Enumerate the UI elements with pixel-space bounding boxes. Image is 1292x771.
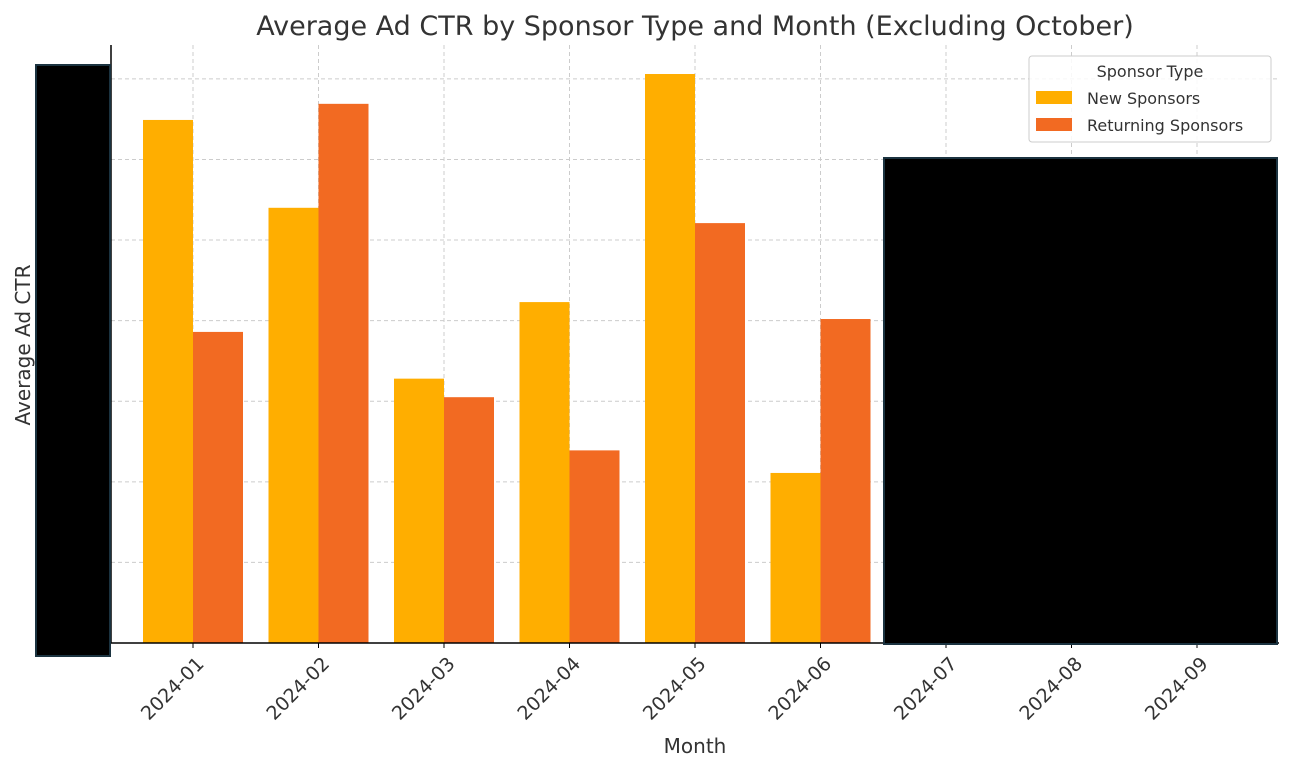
y-axis-label: Average Ad CTR [11,264,35,425]
bar-new-2024-05 [645,74,695,643]
x-tick-label: 2024-08 [1015,653,1087,725]
legend: Sponsor Type New Sponsors Returning Spon… [1028,55,1272,143]
bar-returning-2024-01 [193,331,243,643]
bar-returning-2024-06 [820,319,871,643]
redaction-box-late-months [883,157,1278,645]
legend-title: Sponsor Type [1097,62,1204,81]
x-tick-label: 2024-07 [890,653,962,725]
x-tick-label: 2024-09 [1141,653,1213,725]
bar-new-2024-04 [519,302,570,643]
x-tick-label: 2024-05 [639,653,711,725]
bar-new-2024-01 [143,119,193,644]
x-tick-label: 2024-02 [262,653,334,725]
chart-title: Average Ad CTR by Sponsor Type and Month… [256,11,1134,42]
bar-returning-2024-04 [569,450,620,643]
legend-swatch-returning [1036,118,1072,131]
bar-new-2024-02 [268,207,319,643]
x-tick-label: 2024-03 [388,653,460,725]
redaction-box-y-ticks [35,64,111,657]
bar-new-2024-06 [770,472,821,643]
legend-label-returning: Returning Sponsors [1087,116,1243,135]
bar-returning-2024-05 [695,223,745,643]
bar-returning-2024-03 [444,397,494,643]
bar-returning-2024-02 [318,103,369,643]
x-axis-label: Month [664,734,727,758]
legend-label-new: New Sponsors [1087,89,1200,108]
x-tick-label: 2024-06 [764,653,836,725]
bar-new-2024-03 [394,378,444,643]
x-tick-label: 2024-01 [137,653,209,725]
x-tick-label: 2024-04 [513,653,585,725]
legend-swatch-new [1036,91,1072,104]
